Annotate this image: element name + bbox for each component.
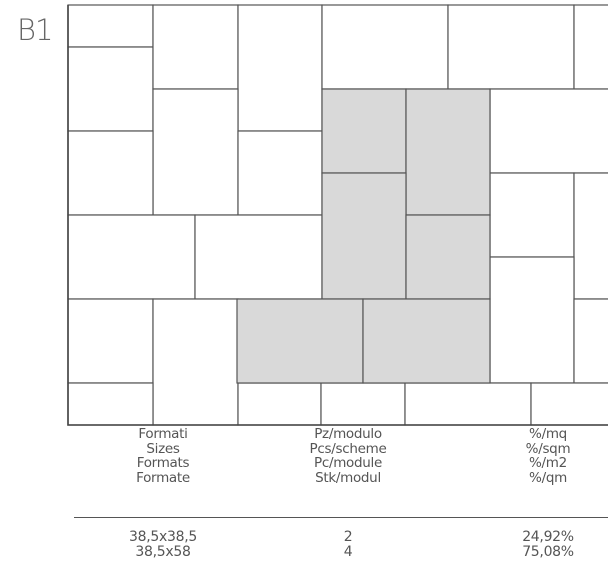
- tile: [237, 382, 322, 426]
- tile: [67, 382, 154, 426]
- tile: [573, 298, 608, 384]
- tile: [321, 4, 449, 90]
- tile: [152, 4, 239, 90]
- tile: [447, 4, 575, 90]
- tile: [237, 4, 323, 132]
- tile: [489, 88, 608, 174]
- header-percent-fr: %/m2: [529, 455, 567, 471]
- header-pieces: Pz/modulo Pcs/scheme Pc/module Stk/modul: [281, 427, 415, 485]
- table-divider: [74, 517, 608, 518]
- header-percent-de: %/qm: [529, 469, 567, 486]
- size-value: 38,5x58: [135, 544, 191, 560]
- highlighted-tile: [321, 172, 407, 300]
- tile: [404, 382, 532, 426]
- size-value: 38,5x38,5: [129, 529, 197, 545]
- tile: [67, 298, 154, 384]
- tile: [152, 298, 239, 426]
- pattern-code: B1: [17, 13, 53, 47]
- header-percent-it: %/mq: [529, 426, 567, 442]
- header-pieces-fr: Pc/module: [313, 455, 382, 471]
- header-pieces-de: Stk/modul: [315, 469, 381, 486]
- header-sizes-fr: Formats: [136, 455, 190, 471]
- pattern-frame: [67, 5, 608, 426]
- highlighted-tile: [236, 298, 364, 384]
- header-sizes-de: Formate: [136, 469, 190, 486]
- pieces-value: 2: [343, 529, 353, 545]
- header-sizes: Formati Sizes Formats Formate: [95, 427, 231, 485]
- tile: [152, 88, 239, 216]
- tile: [530, 382, 608, 426]
- tile: [67, 4, 154, 48]
- tile: [573, 4, 608, 90]
- highlighted-tile: [362, 298, 491, 384]
- tile: [573, 172, 608, 300]
- percent-value: 75,08%: [522, 544, 574, 560]
- percent-value: 24,92%: [522, 529, 574, 545]
- tile: [237, 130, 323, 216]
- tile-pattern-diagram: [67, 4, 608, 426]
- values-pieces: 2 4: [281, 530, 415, 560]
- values-percent: 24,92% 75,08%: [478, 530, 608, 560]
- highlighted-tile: [405, 88, 491, 216]
- pieces-value: 4: [343, 544, 353, 560]
- highlighted-tile: [405, 214, 491, 300]
- tile: [67, 214, 196, 300]
- tile: [489, 256, 575, 384]
- tile: [194, 214, 323, 300]
- values-sizes: 38,5x38,5 38,5x58: [95, 530, 231, 560]
- header-percent-en: %/sqm: [525, 440, 571, 457]
- tile: [67, 130, 154, 216]
- header-percent: %/mq %/sqm %/m2 %/qm: [478, 427, 608, 485]
- tile: [320, 382, 406, 426]
- header-pieces-en: Pcs/scheme: [309, 440, 387, 457]
- tile: [67, 46, 154, 132]
- header-sizes-en: Sizes: [146, 440, 180, 457]
- highlighted-tile: [321, 88, 407, 174]
- header-pieces-it: Pz/modulo: [314, 426, 382, 442]
- tile: [489, 172, 575, 258]
- header-sizes-it: Formati: [138, 426, 188, 442]
